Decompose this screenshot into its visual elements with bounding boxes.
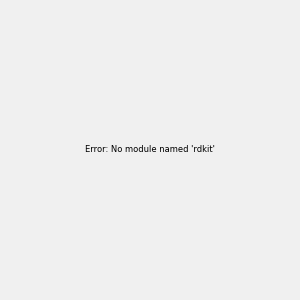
- Text: Error: No module named 'rdkit': Error: No module named 'rdkit': [85, 146, 215, 154]
